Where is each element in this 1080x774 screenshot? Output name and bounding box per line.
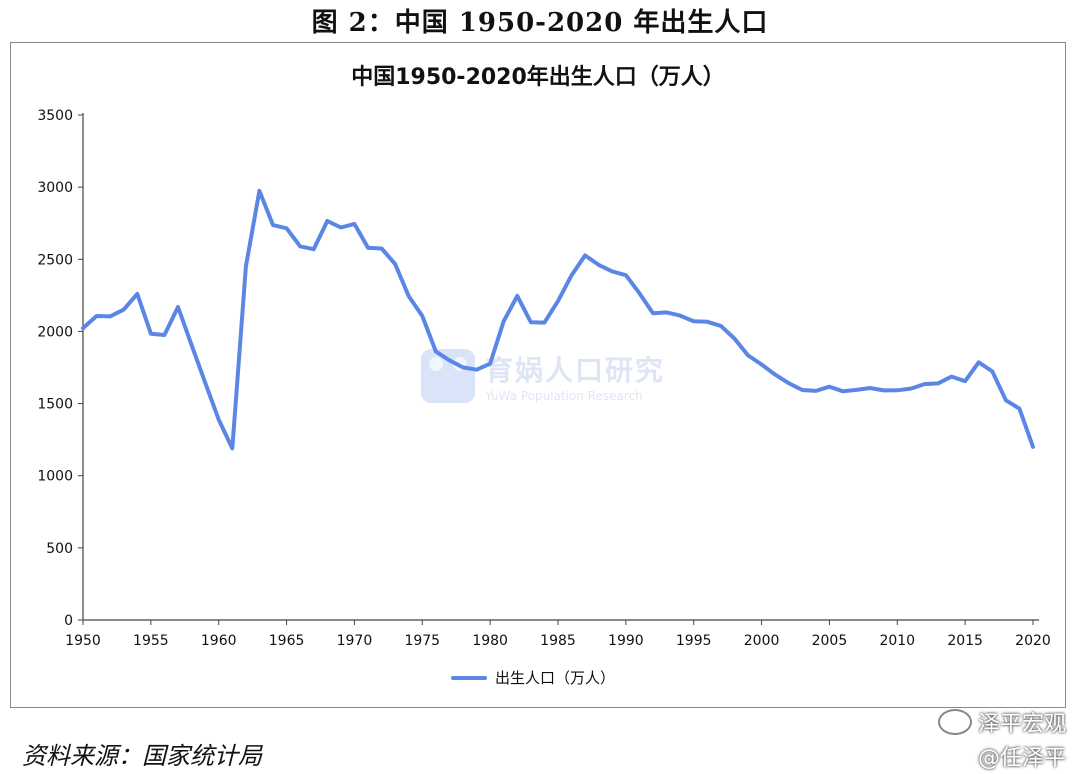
- watermark: 育娲人口研究 YuWa Population Research: [421, 349, 665, 403]
- legend-label: 出生人口（万人）: [495, 669, 616, 687]
- x-tick-label: 1955: [133, 633, 169, 649]
- x-tick-label: 2010: [879, 633, 915, 649]
- x-tick-label: 1960: [201, 633, 237, 649]
- brand-name: 泽平宏观: [977, 712, 1066, 737]
- figure-caption: 图 2：中国 1950-2020 年出生人口: [311, 8, 769, 38]
- x-tick-label: 1995: [676, 633, 712, 649]
- y-tick-label: 1000: [37, 469, 73, 485]
- brand-watermark: 泽平宏观 @任泽平: [876, 706, 1066, 772]
- y-tick-label: 3000: [37, 180, 73, 196]
- x-tick-label: 2015: [947, 633, 983, 649]
- y-tick-label: 2000: [37, 324, 73, 340]
- legend-swatch: [451, 675, 487, 680]
- series-line: [81, 188, 1035, 451]
- brand-handle: @任泽平: [977, 746, 1066, 771]
- x-tick-label: 2000: [744, 633, 780, 649]
- watermark-cn: 育娲人口研究: [485, 354, 666, 387]
- y-tick-label: 0: [64, 613, 73, 629]
- x-tick-label: 1990: [608, 633, 644, 649]
- chart-frame: 中国1950-2020年出生人口（万人） 育娲人口研究 YuWa Populat…: [10, 42, 1066, 708]
- watermark-en: YuWa Population Research: [485, 389, 643, 403]
- x-tick-label: 2020: [1015, 633, 1051, 649]
- x-tick-label: 1970: [337, 633, 373, 649]
- y-tick-label: 500: [46, 541, 73, 557]
- x-tick-label: 1980: [472, 633, 508, 649]
- y-tick-label: 2500: [37, 252, 73, 268]
- chart-title: 中国1950-2020年出生人口（万人）: [351, 65, 725, 90]
- line-chart: 0 500 1000 1500 2000 2500 3000 3500 1950 1955 1960…: [37, 108, 1051, 649]
- wechat-icon: [937, 709, 972, 735]
- y-tick-label: 3500: [37, 108, 73, 124]
- x-tick-label: 1965: [269, 633, 305, 649]
- x-tick-label: 2005: [812, 633, 848, 649]
- source-note: 资料来源：国家统计局: [22, 742, 262, 770]
- legend: 出生人口（万人）: [451, 667, 615, 688]
- x-tick-label: 1985: [540, 633, 576, 649]
- y-tick-label: 1500: [37, 397, 73, 413]
- x-tick-label: 1975: [404, 633, 440, 649]
- x-tick-label: 1950: [65, 633, 101, 649]
